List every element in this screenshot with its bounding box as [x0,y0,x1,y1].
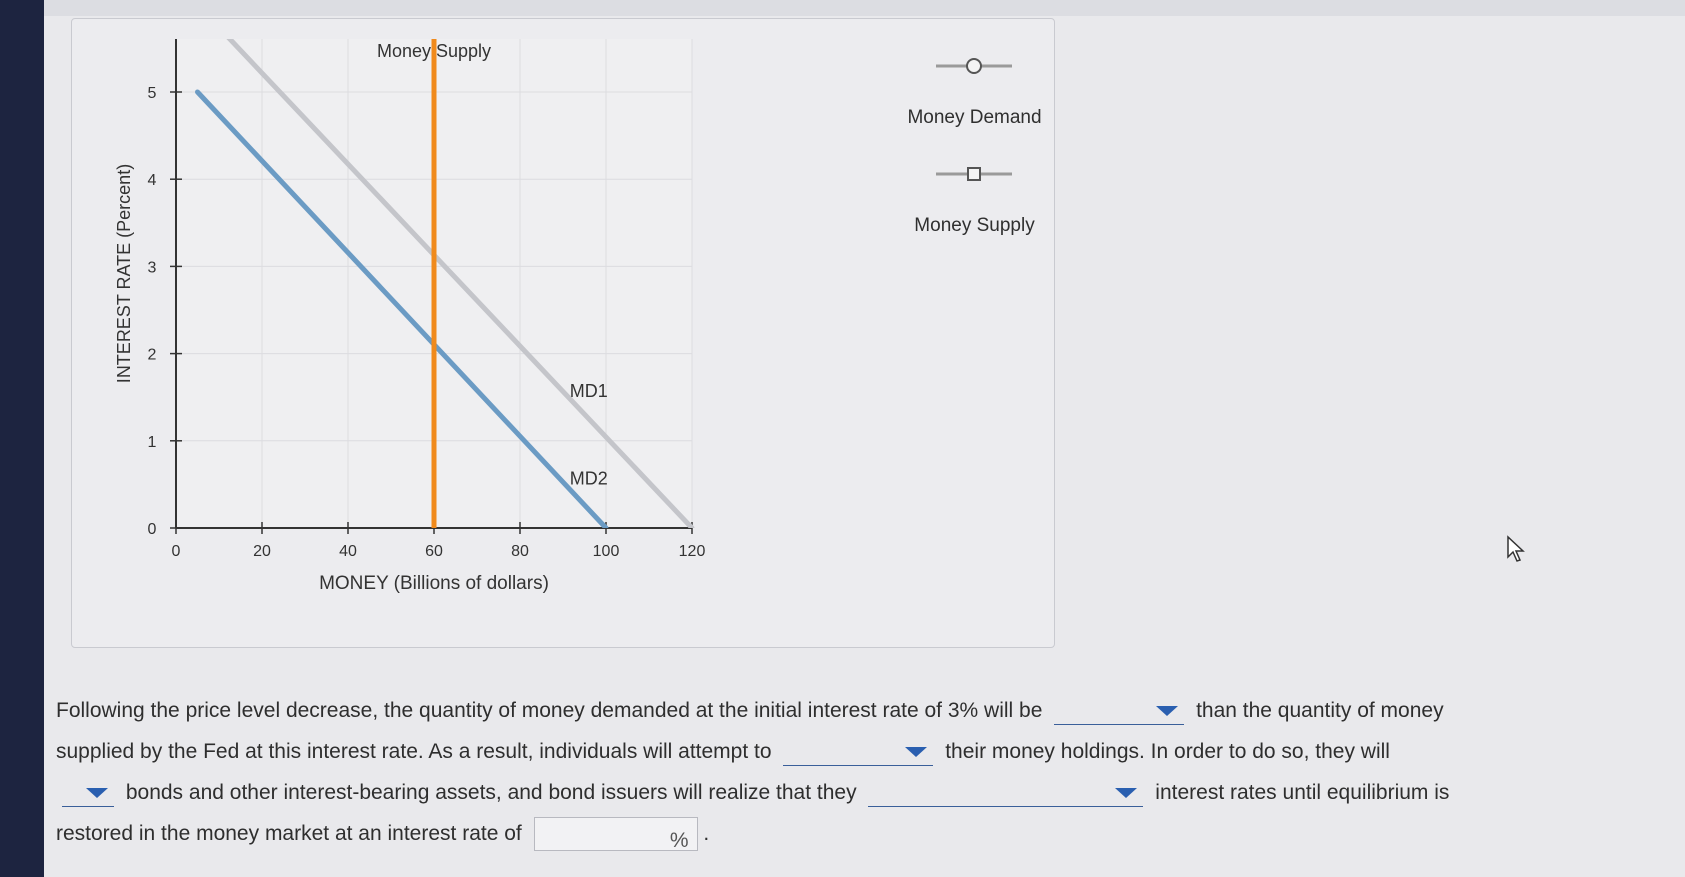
y-tick-label: 5 [148,85,157,102]
x-tick-label: 80 [511,543,529,560]
y-tick-label: 4 [148,172,157,189]
y-axis-label: INTEREST RATE (Percent) [114,164,134,383]
holdings-action-dropdown[interactable] [783,739,934,766]
comparison-dropdown[interactable] [1054,698,1185,725]
question-text-2b: their money holdings. In order to do so,… [945,740,1390,763]
question-line-4: restored in the money market at an inter… [56,813,1656,854]
period: . [703,822,710,845]
x-tick-label: 40 [339,543,357,560]
series-line-md1[interactable] [198,19,695,528]
bond-action-dropdown[interactable] [62,780,114,807]
y-tick-label: 0 [148,521,157,538]
mouse-pointer-icon [1507,535,1525,562]
y-tick-label: 3 [148,259,157,276]
chevron-down-icon [905,746,928,757]
question-line-2: supplied by the Fed at this interest rat… [56,731,1656,772]
money-market-chart[interactable]: 0 20 40 60 80 100 120 0 1 2 3 4 5 MONEY (Billions of … [72,19,1054,647]
chevron-down-icon [1156,705,1179,716]
series-label-md2: MD2 [570,468,608,488]
question-text-1b: than the quantity of money [1196,699,1444,722]
x-tick-label: 120 [679,543,706,560]
interest-rate-input[interactable] [538,821,663,848]
square-marker-icon[interactable] [934,159,1014,189]
top-band [44,0,1685,16]
question-text-3a: bonds and other interest-bearing assets,… [125,781,857,804]
y-tick-label: 2 [148,347,157,364]
circle-marker-icon[interactable] [934,51,1014,81]
x-axis-label: MONEY (Billions of dollars) [319,573,549,594]
x-tick-label: 60 [425,543,443,560]
legend-item-money-supply[interactable]: Money Supply [892,159,1062,267]
legend-label-money-supply: Money Supply [914,215,1035,236]
question-text-2a: supplied by the Fed at this interest rat… [56,740,772,763]
question-text: Following the price level decrease, the … [56,690,1656,854]
x-tick-label: 20 [253,543,271,560]
percent-symbol: % [669,829,689,853]
legend-label-money-demand: Money Demand [907,107,1042,128]
chevron-down-icon [1115,787,1138,798]
series-line-md2[interactable] [195,89,609,528]
y-tick-label: 1 [148,434,157,451]
legend: Money Demand Money Supply [892,51,1062,267]
interest-rate-action-dropdown[interactable] [868,780,1144,807]
x-tick-label: 100 [593,543,620,560]
question-line-1: Following the price level decrease, the … [56,690,1656,731]
series-label-money-supply: Money Supply [377,41,491,61]
series-label-md1: MD1 [570,381,608,401]
x-tick-label: 0 [172,543,181,560]
question-text-4a: restored in the money market at an inter… [56,822,522,845]
chevron-down-icon [86,787,108,798]
window-edge [0,0,44,877]
question-text-3b: interest rates until equilibrium is [1155,781,1450,804]
legend-item-money-demand[interactable]: Money Demand [892,51,1062,159]
question-line-3: bonds and other interest-bearing assets,… [56,772,1656,813]
question-text-1a: Following the price level decrease, the … [56,699,1043,722]
graph-panel: 0 20 40 60 80 100 120 0 1 2 3 4 5 MONEY (Billions of … [71,18,1055,648]
interest-rate-input-box[interactable]: % [533,817,698,852]
